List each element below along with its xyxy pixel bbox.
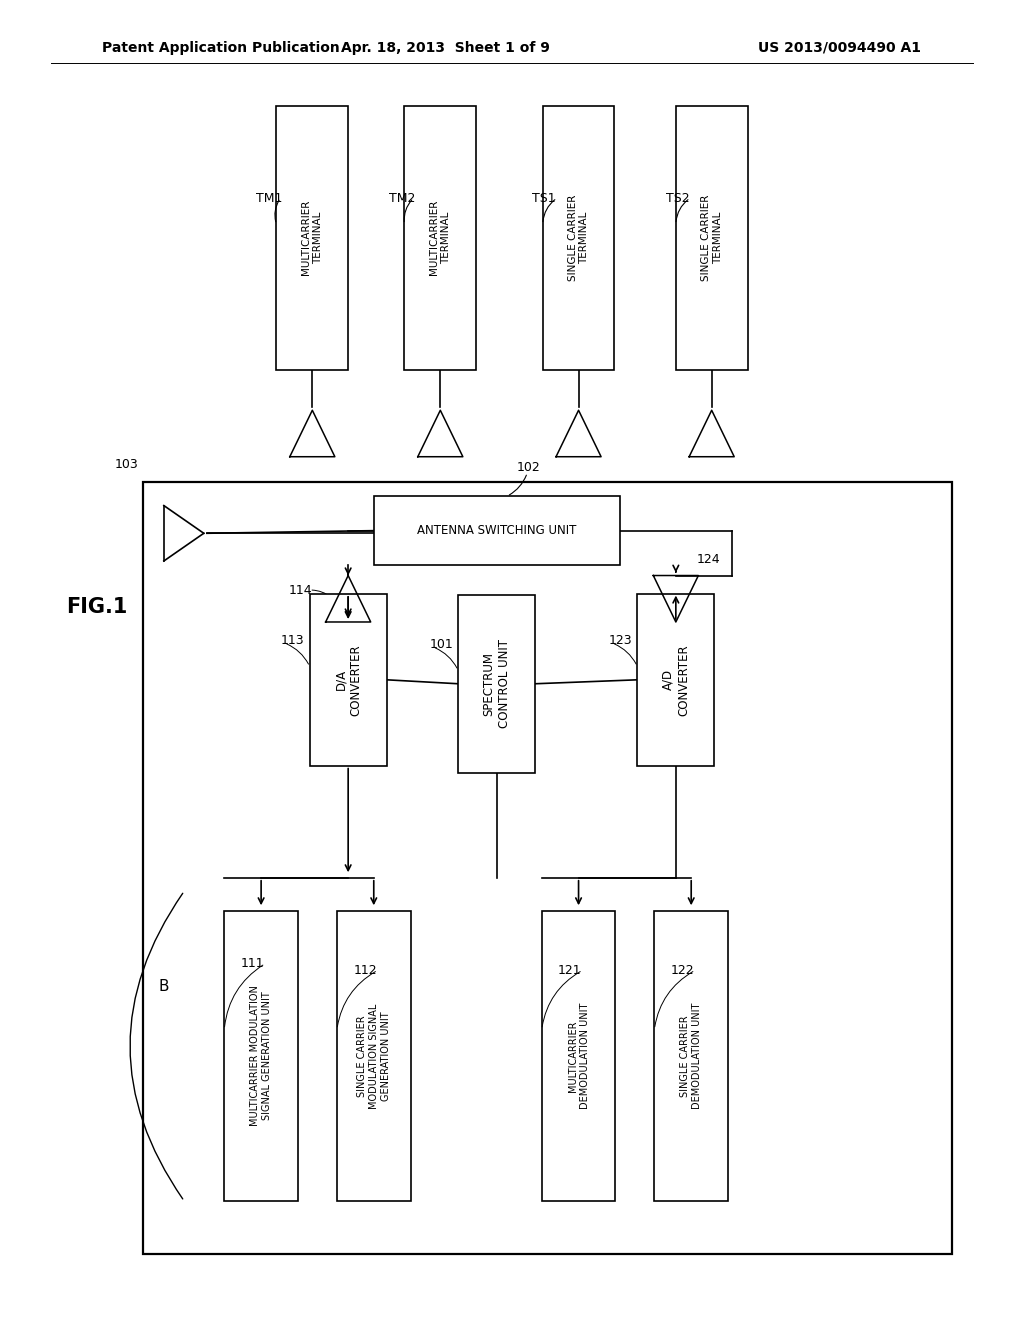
Text: FIG.1: FIG.1 — [67, 597, 128, 618]
Text: TM1: TM1 — [256, 191, 283, 205]
Text: SPECTRUM
CONTROL UNIT: SPECTRUM CONTROL UNIT — [482, 639, 511, 729]
Bar — [542, 911, 615, 1201]
Text: 124: 124 — [696, 553, 720, 566]
Text: Patent Application Publication: Patent Application Publication — [102, 41, 340, 54]
Text: 111: 111 — [241, 957, 264, 970]
Text: MULTICARRIER MODULATION
SIGNAL GENERATION UNIT: MULTICARRIER MODULATION SIGNAL GENERATIO… — [250, 986, 272, 1126]
Bar — [143, 482, 952, 1254]
Bar — [654, 911, 728, 1201]
Bar — [224, 911, 298, 1201]
Text: TS2: TS2 — [666, 191, 689, 205]
Text: 102: 102 — [517, 461, 541, 474]
Text: D/A
CONVERTER: D/A CONVERTER — [334, 644, 362, 715]
Text: 112: 112 — [353, 964, 377, 977]
Bar — [404, 106, 476, 370]
Text: 123: 123 — [608, 634, 633, 647]
Text: 114: 114 — [289, 583, 312, 597]
Text: Apr. 18, 2013  Sheet 1 of 9: Apr. 18, 2013 Sheet 1 of 9 — [341, 41, 550, 54]
Text: ANTENNA SWITCHING UNIT: ANTENNA SWITCHING UNIT — [417, 524, 577, 537]
Bar — [310, 594, 387, 766]
Text: TS1: TS1 — [532, 191, 556, 205]
Text: 103: 103 — [115, 458, 138, 471]
Bar — [543, 106, 614, 370]
Bar — [676, 106, 748, 370]
Text: 122: 122 — [671, 964, 694, 977]
Bar — [276, 106, 348, 370]
Text: 113: 113 — [281, 634, 305, 647]
Bar — [337, 911, 411, 1201]
Text: TM2: TM2 — [389, 191, 416, 205]
Text: MULTICARRIER
DEMODULATION UNIT: MULTICARRIER DEMODULATION UNIT — [567, 1003, 590, 1109]
Text: 101: 101 — [429, 638, 453, 651]
Text: SINGLE CARRIER
TERMINAL: SINGLE CARRIER TERMINAL — [700, 194, 723, 281]
Text: A/D
CONVERTER: A/D CONVERTER — [662, 644, 690, 715]
Text: B: B — [159, 979, 169, 994]
Text: US 2013/0094490 A1: US 2013/0094490 A1 — [758, 41, 922, 54]
Text: MULTICARRIER
TERMINAL: MULTICARRIER TERMINAL — [429, 199, 452, 276]
Text: 121: 121 — [558, 964, 582, 977]
Bar — [374, 496, 620, 565]
Text: SINGLE CARRIER
MODULATION SIGNAL
GENERATION UNIT: SINGLE CARRIER MODULATION SIGNAL GENERAT… — [356, 1003, 391, 1109]
Bar — [459, 594, 535, 774]
Text: MULTICARRIER
TERMINAL: MULTICARRIER TERMINAL — [301, 199, 324, 276]
Text: SINGLE CARRIER
DEMODULATION UNIT: SINGLE CARRIER DEMODULATION UNIT — [680, 1003, 702, 1109]
Text: SINGLE CARRIER
TERMINAL: SINGLE CARRIER TERMINAL — [567, 194, 590, 281]
Bar — [637, 594, 715, 766]
